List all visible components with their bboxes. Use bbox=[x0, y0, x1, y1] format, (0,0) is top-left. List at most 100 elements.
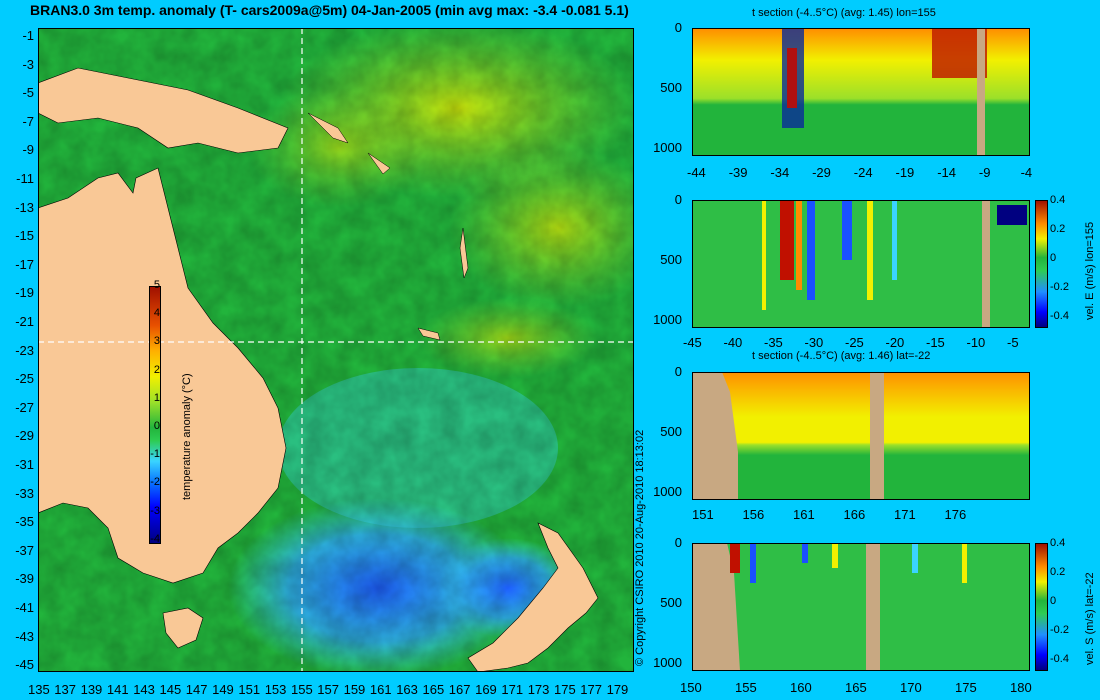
section2-y-tick: 0 bbox=[674, 192, 682, 207]
map-x-tick: 149 bbox=[212, 682, 234, 697]
map-x-tick: 157 bbox=[317, 682, 339, 697]
section2-y-tick: 1000 bbox=[653, 312, 682, 327]
section3-y-tick: 500 bbox=[660, 424, 682, 439]
map-y-tick: -3 bbox=[22, 56, 34, 72]
section4-x-tick: 175 bbox=[955, 680, 977, 695]
section4-y-tick: 0 bbox=[674, 535, 682, 550]
section2-colorbar-tick: 0.2 bbox=[1050, 223, 1066, 235]
map-y-tick: -37 bbox=[15, 542, 34, 558]
map-y-tick: -33 bbox=[15, 485, 34, 501]
section3-x-tick: 151 bbox=[692, 507, 714, 522]
map-colorbar-tick: -4 bbox=[150, 532, 160, 545]
section4-colorbar bbox=[1035, 543, 1048, 671]
map-y-tick: -5 bbox=[22, 85, 34, 101]
map-x-tick: 135 bbox=[28, 682, 50, 697]
map-y-tick: -39 bbox=[15, 571, 34, 587]
section1-x-tick: -29 bbox=[812, 165, 831, 180]
section4-colorbar-tick: 0 bbox=[1050, 595, 1057, 607]
map-y-tick: -29 bbox=[15, 428, 34, 444]
map-y-tick: -7 bbox=[22, 113, 34, 129]
map-x-tick: 139 bbox=[80, 682, 103, 697]
map-x-tick: 167 bbox=[448, 682, 471, 697]
section2-x-tick: -40 bbox=[723, 335, 743, 350]
map-y-tick: -35 bbox=[15, 514, 34, 530]
map-x-tick: 151 bbox=[238, 682, 261, 697]
map-y-tick: -41 bbox=[15, 600, 34, 615]
section4-x-tick: 180 bbox=[1010, 680, 1032, 695]
section4-colorbar-tick: 0.4 bbox=[1050, 537, 1066, 549]
map-y-tick: -31 bbox=[15, 457, 34, 472]
section1-x-tick: -4 bbox=[1020, 165, 1033, 180]
section2-colorbar-tick: -0.4 bbox=[1050, 310, 1069, 322]
section2-colorbar-tick: 0.4 bbox=[1050, 194, 1066, 206]
map-x-tick: 175 bbox=[554, 682, 576, 697]
map-x-tick: 161 bbox=[369, 682, 392, 697]
section4-x-tick: 160 bbox=[790, 680, 812, 695]
map-colorbar-tick: 4 bbox=[153, 307, 160, 320]
section2-x-tick: -35 bbox=[764, 335, 783, 350]
map-panel bbox=[38, 28, 634, 672]
section2-colorbar-label: vel. E (m/s) lon=155 bbox=[1084, 221, 1096, 320]
section4-x-tick: 165 bbox=[845, 680, 867, 695]
section4-y-tick: 500 bbox=[660, 595, 682, 610]
map-colorbar-tick: -1 bbox=[150, 448, 160, 461]
section1-plot bbox=[692, 28, 1030, 156]
section4-colorbar-label: vel. S (m/s) lat=-22 bbox=[1084, 572, 1096, 665]
section3-x-tick: 171 bbox=[894, 507, 916, 522]
map-y-tick: -21 bbox=[15, 314, 34, 329]
section1-y-tick: 0 bbox=[674, 20, 682, 35]
section2-x-tick: -10 bbox=[966, 335, 986, 350]
section4-x-tick: 150 bbox=[680, 680, 702, 695]
map-x-tick: 145 bbox=[159, 682, 182, 697]
map-x-tick: 179 bbox=[606, 682, 629, 697]
map-x-tick: 159 bbox=[343, 682, 366, 697]
map-x-tick: 153 bbox=[264, 682, 287, 697]
section3-x-tick: 166 bbox=[843, 507, 866, 522]
map-x-tick: 155 bbox=[291, 682, 313, 697]
section2-x-tick: -45 bbox=[683, 335, 702, 350]
section3-plot bbox=[692, 372, 1030, 500]
map-y-tick: -1 bbox=[22, 28, 34, 43]
section2-x-tick: -25 bbox=[845, 335, 864, 350]
map-x-tick: 177 bbox=[580, 682, 602, 697]
map-colorbar bbox=[149, 286, 161, 544]
map-colorbar-tick: 1 bbox=[153, 391, 160, 404]
section2-x-tick: -15 bbox=[926, 335, 945, 350]
section4-colorbar-tick: 0.2 bbox=[1050, 566, 1066, 578]
map-colorbar-tick: -2 bbox=[150, 476, 160, 489]
map-colorbar-tick: 3 bbox=[153, 335, 160, 348]
section2-colorbar-tick: 0 bbox=[1050, 252, 1057, 264]
section2-y-tick: 500 bbox=[660, 252, 682, 267]
section2-plot bbox=[692, 200, 1030, 328]
section3-y-tick: 0 bbox=[674, 364, 682, 379]
section2-colorbar bbox=[1035, 200, 1048, 328]
map-y-tick: -13 bbox=[15, 199, 34, 215]
map-y-tick: -25 bbox=[15, 371, 34, 387]
section4-colorbar-tick: -0.2 bbox=[1050, 624, 1069, 636]
section1-x-tick: -14 bbox=[937, 165, 956, 180]
map-colorbar-tick: -3 bbox=[150, 504, 160, 517]
map-x-tick: 173 bbox=[527, 682, 550, 697]
section4-plot bbox=[692, 543, 1030, 671]
section1-x-tick: -39 bbox=[728, 165, 748, 180]
chart-title: BRAN3.0 3m temp. anomaly (T- cars2009a@5… bbox=[30, 2, 629, 18]
map-y-tick: -45 bbox=[15, 657, 34, 673]
map-colorbar-tick: 2 bbox=[153, 363, 160, 376]
section1-x-tick: -9 bbox=[978, 165, 991, 180]
map-x-tick: 165 bbox=[422, 682, 445, 697]
section3-x-tick: 156 bbox=[742, 507, 765, 522]
map-y-tick: -15 bbox=[15, 228, 34, 244]
map-y-tick: -43 bbox=[15, 628, 34, 644]
map-colorbar-label: temperature anomaly (°C) bbox=[181, 373, 193, 500]
map-y-tick: -9 bbox=[22, 142, 34, 158]
map-y-tick: -11 bbox=[16, 171, 34, 186]
map-y-tick: -19 bbox=[15, 285, 34, 301]
section3-y-tick: 1000 bbox=[653, 484, 682, 499]
map-x-tick: 169 bbox=[475, 682, 497, 697]
section3-x-tick: 176 bbox=[944, 507, 967, 522]
map-colorbar-tick: 5 bbox=[153, 279, 160, 291]
section1-y-tick: 1000 bbox=[653, 140, 682, 155]
section1-x-tick: -24 bbox=[853, 165, 873, 180]
section4-colorbar-tick: -0.4 bbox=[1050, 653, 1069, 665]
section4-y-tick: 1000 bbox=[653, 655, 682, 670]
